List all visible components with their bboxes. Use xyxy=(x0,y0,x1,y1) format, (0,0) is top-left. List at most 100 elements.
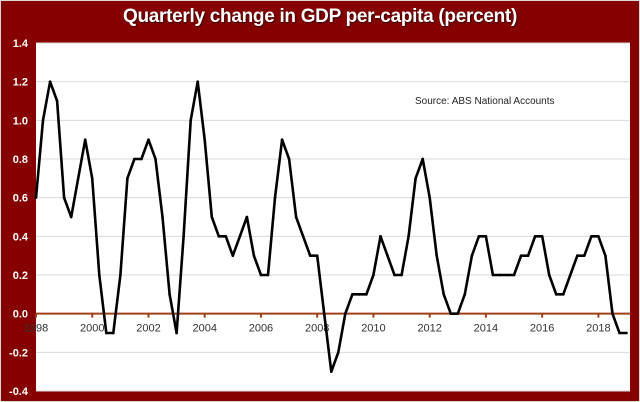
data-point xyxy=(414,177,417,180)
data-point xyxy=(547,273,551,277)
data-point xyxy=(112,331,115,335)
data-point xyxy=(590,235,593,238)
data-point xyxy=(576,254,579,257)
data-point xyxy=(336,351,340,354)
data-point xyxy=(386,254,389,257)
chart-title: Quarterly change in GDP per-capita (perc… xyxy=(122,6,517,27)
data-point xyxy=(428,196,431,199)
data-point xyxy=(119,273,122,277)
data-point xyxy=(245,215,249,219)
data-point xyxy=(322,312,326,315)
x-tick-label: 2000 xyxy=(80,323,104,335)
data-point xyxy=(597,235,600,238)
data-point xyxy=(182,235,185,238)
data-point xyxy=(625,331,628,335)
data-point xyxy=(259,273,263,277)
data-point xyxy=(168,293,171,296)
y-tick-label: 0.0 xyxy=(13,309,28,321)
y-tick-label: 0.2 xyxy=(13,270,28,282)
data-point xyxy=(604,254,607,257)
data-point xyxy=(358,293,361,296)
data-point xyxy=(568,273,572,277)
data-point xyxy=(273,196,277,199)
data-point xyxy=(308,254,312,257)
data-point xyxy=(512,273,516,277)
y-tick-label: 1.4 xyxy=(13,38,29,50)
data-point xyxy=(266,273,270,277)
data-point xyxy=(315,254,319,257)
x-tick-label: 2004 xyxy=(192,323,216,335)
x-tick-label: 2010 xyxy=(361,323,385,335)
data-point xyxy=(217,235,221,238)
y-tick-label: 1.0 xyxy=(13,115,28,127)
data-point xyxy=(301,235,305,238)
data-point xyxy=(344,312,347,315)
data-point xyxy=(34,196,38,199)
data-point xyxy=(126,177,129,180)
data-point xyxy=(372,273,375,277)
x-tick-label: 2014 xyxy=(474,323,498,335)
data-point xyxy=(69,215,73,219)
data-point xyxy=(618,331,621,335)
data-point xyxy=(140,157,143,161)
data-point xyxy=(505,273,509,277)
data-point xyxy=(611,312,614,315)
x-tick-label: 2006 xyxy=(249,323,273,335)
data-point xyxy=(280,138,284,141)
data-point xyxy=(484,235,488,238)
data-point xyxy=(189,119,192,122)
data-point xyxy=(561,293,565,296)
y-tick-label: 0.6 xyxy=(13,193,28,205)
data-point xyxy=(526,254,530,257)
data-point xyxy=(62,196,66,199)
data-point xyxy=(294,215,298,219)
data-point xyxy=(224,235,228,238)
data-point xyxy=(175,331,178,335)
data-point xyxy=(351,293,354,296)
data-point xyxy=(400,273,403,277)
data-point xyxy=(161,215,164,219)
data-point xyxy=(491,273,495,277)
data-point xyxy=(470,254,474,257)
data-point xyxy=(554,293,558,296)
data-point xyxy=(105,331,108,335)
y-tick-label: -0.4 xyxy=(9,386,29,398)
data-point xyxy=(435,254,439,257)
data-point xyxy=(231,254,235,257)
y-tick-label: 1.2 xyxy=(13,77,28,89)
x-tick-label: 2016 xyxy=(530,323,554,335)
data-point xyxy=(83,138,87,141)
data-point xyxy=(97,273,101,277)
y-tick-label: 0.8 xyxy=(13,154,28,166)
data-point xyxy=(238,235,242,238)
data-point xyxy=(147,138,150,141)
x-tick-label: 1998 xyxy=(24,323,48,335)
data-point xyxy=(133,157,136,161)
x-tick-label: 2002 xyxy=(136,323,160,335)
x-tick-label: 2008 xyxy=(305,323,329,335)
data-point xyxy=(477,235,481,238)
x-tick-label: 2012 xyxy=(417,323,441,335)
data-point xyxy=(203,138,207,141)
data-point xyxy=(329,370,333,373)
data-point xyxy=(76,177,80,180)
data-point xyxy=(196,80,199,83)
data-point xyxy=(379,235,382,238)
data-point xyxy=(41,119,45,122)
data-point xyxy=(519,254,523,257)
data-point xyxy=(210,215,214,219)
plot-area xyxy=(36,43,630,391)
data-point xyxy=(252,254,256,257)
data-point xyxy=(407,235,410,238)
data-point xyxy=(463,293,467,296)
data-point xyxy=(583,254,586,257)
data-point xyxy=(533,235,537,238)
data-point xyxy=(48,80,52,83)
source-annotation: Source: ABS National Accounts xyxy=(415,96,555,107)
data-point xyxy=(393,273,396,277)
data-point xyxy=(449,312,453,315)
data-point xyxy=(90,177,94,180)
data-point xyxy=(287,157,291,161)
data-point xyxy=(498,273,502,277)
